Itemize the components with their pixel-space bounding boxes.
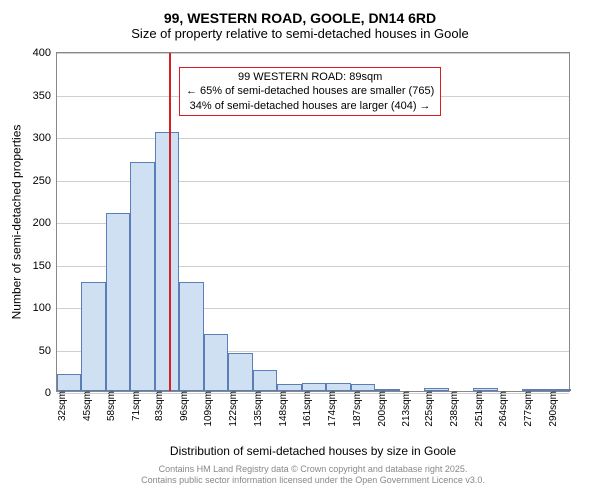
histogram-bar (522, 389, 546, 391)
histogram-bar (57, 374, 81, 391)
x-tick-label: 32sqm (57, 391, 68, 421)
x-tick-label: 238sqm (449, 391, 460, 427)
y-tick-label: 200 (33, 217, 57, 229)
chart-subtitle: Size of property relative to semi-detach… (0, 26, 600, 47)
y-tick-label: 350 (33, 90, 57, 102)
x-tick-label: 71sqm (131, 391, 142, 421)
x-tick-label: 225sqm (424, 391, 435, 427)
x-tick-label: 187sqm (352, 391, 363, 427)
x-tick-label: 45sqm (82, 391, 93, 421)
histogram-bar (424, 388, 448, 391)
footer-attribution: Contains HM Land Registry data © Crown c… (56, 464, 570, 486)
x-tick-label: 290sqm (548, 391, 559, 427)
x-tick-label: 161sqm (302, 391, 313, 427)
y-tick-label: 250 (33, 175, 57, 187)
chart-container: 99, WESTERN ROAD, GOOLE, DN14 6RD Size o… (0, 0, 600, 500)
histogram-bar (204, 334, 228, 391)
histogram-bar (130, 162, 154, 392)
histogram-bar (302, 383, 326, 392)
x-tick-label: 200sqm (377, 391, 388, 427)
y-tick-label: 0 (45, 387, 57, 399)
y-tick-label: 100 (33, 302, 57, 314)
histogram-bar (277, 384, 301, 391)
y-tick-label: 150 (33, 260, 57, 272)
histogram-bar (547, 389, 571, 391)
x-tick-label: 109sqm (203, 391, 214, 427)
annotation-box: 99 WESTERN ROAD: 89sqm← 65% of semi-deta… (179, 67, 441, 116)
y-tick-label: 50 (39, 345, 57, 357)
x-tick-label: 264sqm (498, 391, 509, 427)
x-axis-label: Distribution of semi-detached houses by … (56, 444, 570, 458)
x-tick-label: 148sqm (278, 391, 289, 427)
histogram-bar (326, 383, 350, 392)
chart-title: 99, WESTERN ROAD, GOOLE, DN14 6RD (0, 0, 600, 26)
y-tick-label: 300 (33, 132, 57, 144)
y-axis-label: Number of semi-detached properties (8, 52, 24, 392)
x-tick-label: 58sqm (106, 391, 117, 421)
x-tick-label: 251sqm (474, 391, 485, 427)
x-tick-label: 83sqm (154, 391, 165, 421)
histogram-bar (253, 370, 277, 391)
x-tick-label: 122sqm (228, 391, 239, 427)
histogram-bar (81, 282, 105, 391)
gridline (57, 53, 569, 54)
y-tick-label: 400 (33, 47, 57, 59)
histogram-bar (473, 388, 497, 391)
plot-area: 05010015020025030035040032sqm45sqm58sqm7… (56, 52, 570, 392)
gridline (57, 138, 569, 139)
histogram-bar (351, 384, 375, 391)
histogram-bar (179, 282, 203, 391)
x-tick-label: 174sqm (327, 391, 338, 427)
x-tick-label: 135sqm (253, 391, 264, 427)
histogram-bar (155, 132, 179, 391)
histogram-bar (375, 389, 399, 391)
histogram-bar (106, 213, 130, 392)
reference-line (169, 53, 171, 391)
x-tick-label: 96sqm (179, 391, 190, 421)
x-tick-label: 213sqm (401, 391, 412, 427)
histogram-bar (228, 353, 252, 391)
x-tick-label: 277sqm (523, 391, 534, 427)
